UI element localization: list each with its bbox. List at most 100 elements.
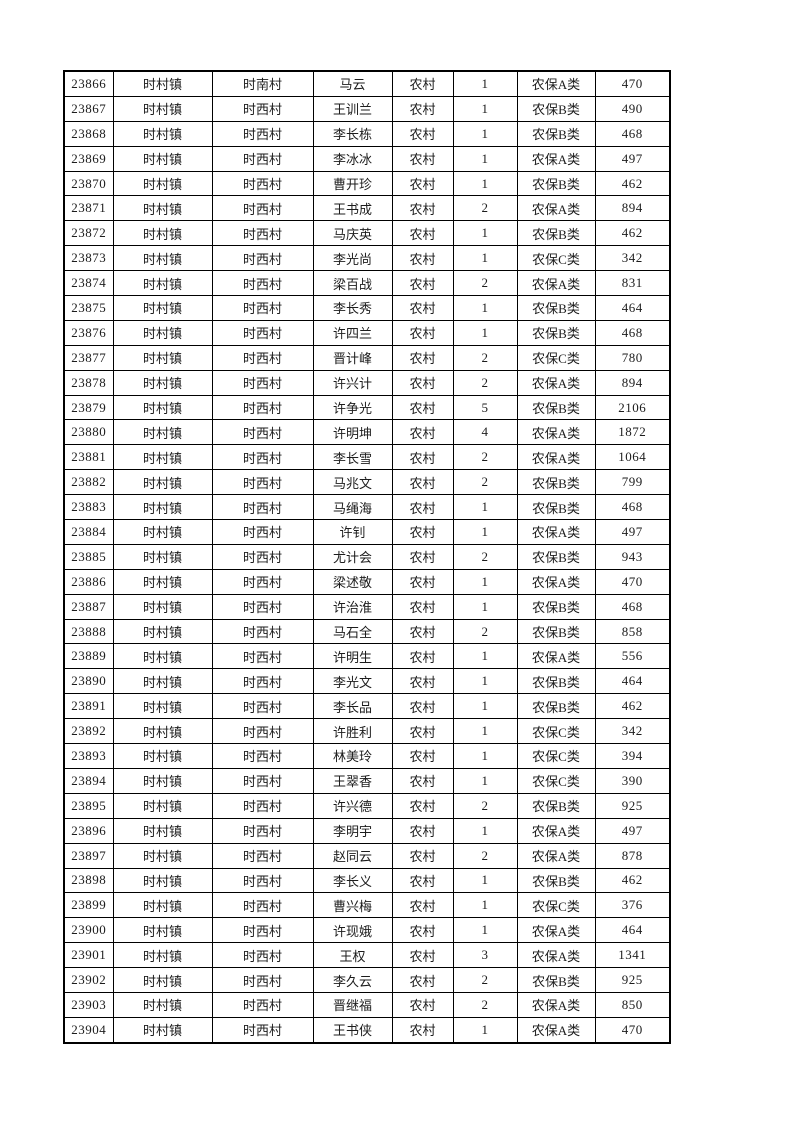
village-cell: 时西村 bbox=[211, 1016, 314, 1044]
amount-cell: 468 bbox=[594, 593, 671, 620]
table-row: 23869 时村镇 时西村 李冰冰 农村 1 农保A类 497 bbox=[63, 145, 671, 172]
person-name-cell: 李光尚 bbox=[312, 245, 393, 272]
person-count-cell: 1 bbox=[452, 245, 518, 272]
town-cell: 时村镇 bbox=[112, 668, 213, 695]
town-cell: 时村镇 bbox=[112, 767, 213, 794]
person-count-cell: 1 bbox=[452, 295, 518, 321]
amount-cell: 1064 bbox=[594, 444, 671, 471]
amount-cell: 831 bbox=[594, 270, 671, 297]
insurance-category-cell: 农保A类 bbox=[516, 991, 596, 1018]
household-type-cell: 农村 bbox=[391, 245, 454, 272]
household-type-cell: 农村 bbox=[391, 70, 454, 97]
table-row: 23891 时村镇 时西村 李长品 农村 1 农保B类 462 bbox=[63, 693, 671, 720]
person-name-cell: 许四兰 bbox=[312, 319, 393, 346]
person-count-cell: 2 bbox=[452, 469, 518, 496]
insurance-category-cell: 农保B类 bbox=[516, 469, 596, 496]
record-id-cell: 23879 bbox=[63, 394, 114, 421]
person-name-cell: 马兆文 bbox=[312, 469, 393, 496]
table-row: 23897 时村镇 时西村 赵同云 农村 2 农保A类 878 bbox=[63, 842, 671, 869]
village-cell: 时西村 bbox=[211, 991, 314, 1018]
person-count-cell: 1 bbox=[452, 519, 518, 545]
amount-cell: 780 bbox=[594, 344, 671, 371]
person-name-cell: 许争光 bbox=[312, 394, 393, 421]
person-name-cell: 曹开珍 bbox=[312, 170, 393, 197]
village-cell: 时西村 bbox=[211, 718, 314, 745]
town-cell: 时村镇 bbox=[112, 70, 213, 97]
village-cell: 时西村 bbox=[211, 643, 314, 670]
village-cell: 时西村 bbox=[211, 245, 314, 272]
village-cell: 时西村 bbox=[211, 170, 314, 197]
household-type-cell: 农村 bbox=[391, 419, 454, 446]
village-cell: 时西村 bbox=[211, 95, 314, 122]
person-name-cell: 李长义 bbox=[312, 867, 393, 894]
household-type-cell: 农村 bbox=[391, 95, 454, 122]
table-row: 23885 时村镇 时西村 尤计会 农村 2 农保B类 943 bbox=[63, 543, 671, 570]
person-count-cell: 2 bbox=[452, 444, 518, 471]
household-type-cell: 农村 bbox=[391, 469, 454, 496]
town-cell: 时村镇 bbox=[112, 469, 213, 496]
person-name-cell: 许明坤 bbox=[312, 419, 393, 446]
person-name-cell: 曹兴梅 bbox=[312, 892, 393, 919]
village-cell: 时西村 bbox=[211, 469, 314, 496]
household-type-cell: 农村 bbox=[391, 967, 454, 993]
person-name-cell: 马云 bbox=[312, 70, 393, 97]
person-count-cell: 3 bbox=[452, 942, 518, 969]
table-row: 23874 时村镇 时西村 梁百战 农村 2 农保A类 831 bbox=[63, 270, 671, 297]
record-id-cell: 23875 bbox=[63, 295, 114, 321]
amount-cell: 894 bbox=[594, 195, 671, 222]
town-cell: 时村镇 bbox=[112, 519, 213, 545]
town-cell: 时村镇 bbox=[112, 618, 213, 645]
amount-cell: 2106 bbox=[594, 394, 671, 421]
insurance-category-cell: 农保A类 bbox=[516, 568, 596, 595]
village-cell: 时西村 bbox=[211, 543, 314, 570]
town-cell: 时村镇 bbox=[112, 369, 213, 396]
person-name-cell: 王翠香 bbox=[312, 767, 393, 794]
village-cell: 时西村 bbox=[211, 369, 314, 396]
person-name-cell: 李光文 bbox=[312, 668, 393, 695]
town-cell: 时村镇 bbox=[112, 494, 213, 521]
village-cell: 时西村 bbox=[211, 743, 314, 769]
person-count-cell: 1 bbox=[452, 718, 518, 745]
person-count-cell: 1 bbox=[452, 494, 518, 521]
person-count-cell: 1 bbox=[452, 867, 518, 894]
insurance-category-cell: 农保B类 bbox=[516, 618, 596, 645]
person-count-cell: 2 bbox=[452, 991, 518, 1018]
town-cell: 时村镇 bbox=[112, 967, 213, 993]
person-name-cell: 李长雪 bbox=[312, 444, 393, 471]
person-count-cell: 2 bbox=[452, 369, 518, 396]
town-cell: 时村镇 bbox=[112, 1016, 213, 1044]
household-type-cell: 农村 bbox=[391, 195, 454, 222]
household-type-cell: 农村 bbox=[391, 519, 454, 545]
town-cell: 时村镇 bbox=[112, 718, 213, 745]
person-count-cell: 1 bbox=[452, 95, 518, 122]
amount-cell: 925 bbox=[594, 792, 671, 819]
record-id-cell: 23884 bbox=[63, 519, 114, 545]
insurance-category-cell: 农保B类 bbox=[516, 170, 596, 197]
record-id-cell: 23881 bbox=[63, 444, 114, 471]
table-row: 23892 时村镇 时西村 许胜利 农村 1 农保C类 342 bbox=[63, 718, 671, 745]
town-cell: 时村镇 bbox=[112, 170, 213, 197]
person-name-cell: 赵同云 bbox=[312, 842, 393, 869]
table-row: 23875 时村镇 时西村 李长秀 农村 1 农保B类 464 bbox=[63, 295, 671, 321]
table-row: 23866 时村镇 时南村 马云 农村 1 农保A类 470 bbox=[63, 70, 671, 97]
person-name-cell: 许治淮 bbox=[312, 593, 393, 620]
amount-cell: 943 bbox=[594, 543, 671, 570]
town-cell: 时村镇 bbox=[112, 842, 213, 869]
table-row: 23886 时村镇 时西村 梁述敬 农村 1 农保A类 470 bbox=[63, 568, 671, 595]
amount-cell: 462 bbox=[594, 170, 671, 197]
village-cell: 时西村 bbox=[211, 344, 314, 371]
insurance-category-cell: 农保B类 bbox=[516, 319, 596, 346]
amount-cell: 464 bbox=[594, 668, 671, 695]
person-name-cell: 马绳海 bbox=[312, 494, 393, 521]
household-type-cell: 农村 bbox=[391, 618, 454, 645]
record-id-cell: 23903 bbox=[63, 991, 114, 1018]
table-row: 23900 时村镇 时西村 许现娥 农村 1 农保A类 464 bbox=[63, 917, 671, 944]
record-id-cell: 23893 bbox=[63, 743, 114, 769]
village-cell: 时西村 bbox=[211, 568, 314, 595]
records-table: 23866 时村镇 时南村 马云 农村 1 农保A类 470 23867 时村镇 时西村 王训兰 农村 1… bbox=[63, 70, 671, 1044]
table-row: 23898 时村镇 时西村 李长义 农村 1 农保B类 462 bbox=[63, 867, 671, 894]
household-type-cell: 农村 bbox=[391, 543, 454, 570]
village-cell: 时西村 bbox=[211, 494, 314, 521]
household-type-cell: 农村 bbox=[391, 145, 454, 172]
